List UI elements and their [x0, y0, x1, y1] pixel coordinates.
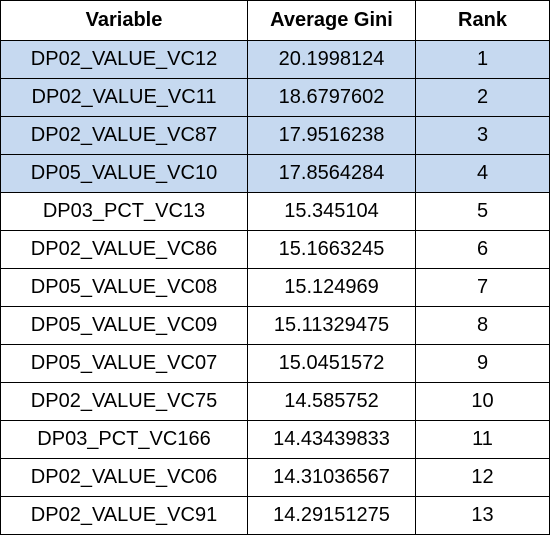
table-row: DP03_PCT_VC166 14.43439833 11 — [0, 420, 550, 459]
cell-variable: DP05_VALUE_VC10 — [0, 154, 248, 193]
cell-average-gini: 17.9516238 — [247, 116, 416, 155]
cell-average-gini: 17.8564284 — [247, 154, 416, 193]
cell-average-gini: 15.11329475 — [247, 306, 416, 345]
table-body: DP02_VALUE_VC12 20.1998124 1 DP02_VALUE_VC1… — [0, 40, 550, 535]
cell-average-gini: 15.1663245 — [247, 230, 416, 269]
cell-variable: DP02_VALUE_VC91 — [0, 496, 248, 535]
cell-average-gini: 18.6797602 — [247, 78, 416, 117]
cell-rank: 6 — [415, 230, 550, 269]
cell-average-gini: 20.1998124 — [247, 40, 416, 79]
cell-average-gini: 14.29151275 — [247, 496, 416, 535]
table-row: DP02_VALUE_VC86 15.1663245 6 — [0, 230, 550, 269]
cell-average-gini: 14.585752 — [247, 382, 416, 421]
cell-rank: 10 — [415, 382, 550, 421]
cell-variable: DP02_VALUE_VC12 — [0, 40, 248, 79]
cell-rank: 8 — [415, 306, 550, 345]
table-row: DP02_VALUE_VC75 14.585752 10 — [0, 382, 550, 421]
cell-rank: 4 — [415, 154, 550, 193]
cell-rank: 7 — [415, 268, 550, 307]
table-row: DP05_VALUE_VC10 17.8564284 4 — [0, 154, 550, 193]
table-row: DP02_VALUE_VC11 18.6797602 2 — [0, 78, 550, 117]
cell-variable: DP03_PCT_VC13 — [0, 192, 248, 231]
table-row: DP05_VALUE_VC09 15.11329475 8 — [0, 306, 550, 345]
cell-variable: DP05_VALUE_VC09 — [0, 306, 248, 345]
header-variable: Variable — [0, 0, 248, 41]
cell-rank: 3 — [415, 116, 550, 155]
table-row: DP02_VALUE_VC06 14.31036567 12 — [0, 458, 550, 497]
cell-rank: 2 — [415, 78, 550, 117]
cell-variable: DP02_VALUE_VC87 — [0, 116, 248, 155]
table-row: DP02_VALUE_VC91 14.29151275 13 — [0, 496, 550, 535]
cell-average-gini: 15.345104 — [247, 192, 416, 231]
cell-rank: 13 — [415, 496, 550, 535]
cell-average-gini: 15.124969 — [247, 268, 416, 307]
cell-variable: DP02_VALUE_VC75 — [0, 382, 248, 421]
cell-average-gini: 15.0451572 — [247, 344, 416, 383]
table-row: DP02_VALUE_VC12 20.1998124 1 — [0, 40, 550, 79]
cell-variable: DP05_VALUE_VC08 — [0, 268, 248, 307]
cell-average-gini: 14.31036567 — [247, 458, 416, 497]
cell-variable: DP03_PCT_VC166 — [0, 420, 248, 459]
cell-variable: DP02_VALUE_VC11 — [0, 78, 248, 117]
cell-variable: DP02_VALUE_VC86 — [0, 230, 248, 269]
header-average-gini: Average Gini — [247, 0, 416, 41]
cell-variable: DP02_VALUE_VC06 — [0, 458, 248, 497]
header-rank: Rank — [415, 0, 550, 41]
table-row: DP05_VALUE_VC08 15.124969 7 — [0, 268, 550, 307]
cell-rank: 12 — [415, 458, 550, 497]
gini-ranking-table: Variable Average Gini Rank DP02_VALUE_VC… — [0, 0, 550, 535]
cell-rank: 9 — [415, 344, 550, 383]
header-row: Variable Average Gini Rank — [0, 0, 550, 41]
cell-rank: 1 — [415, 40, 550, 79]
cell-rank: 5 — [415, 192, 550, 231]
table-row: DP03_PCT_VC13 15.345104 5 — [0, 192, 550, 231]
table-row: DP02_VALUE_VC87 17.9516238 3 — [0, 116, 550, 155]
table-row: DP05_VALUE_VC07 15.0451572 9 — [0, 344, 550, 383]
cell-rank: 11 — [415, 420, 550, 459]
cell-average-gini: 14.43439833 — [247, 420, 416, 459]
cell-variable: DP05_VALUE_VC07 — [0, 344, 248, 383]
